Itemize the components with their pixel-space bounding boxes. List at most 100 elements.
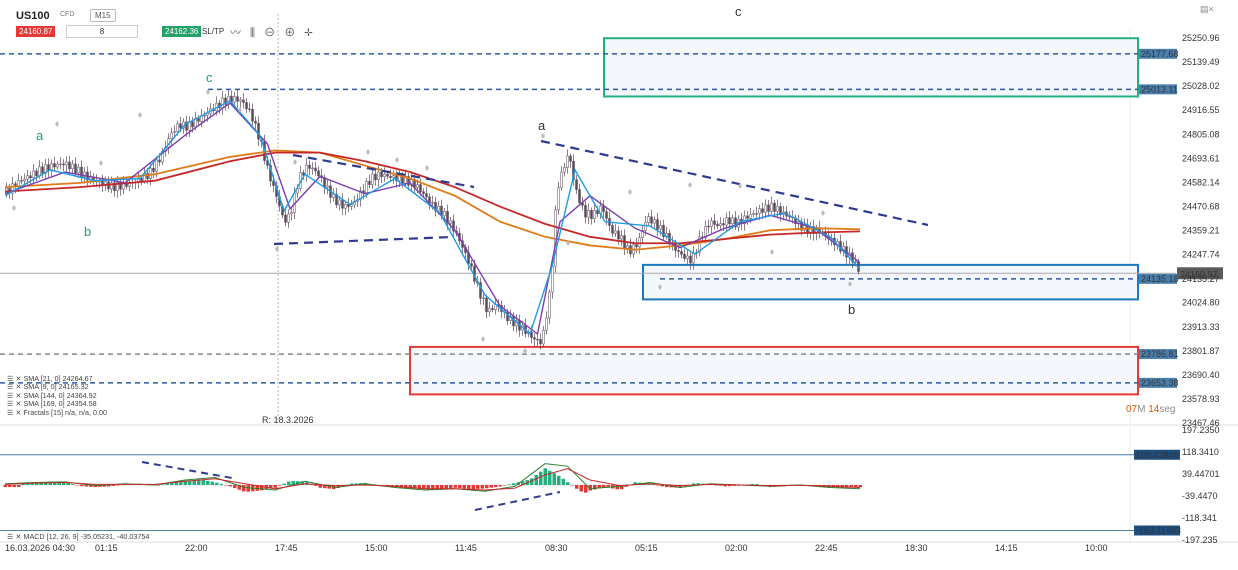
candle-body (368, 181, 371, 185)
candle-body (662, 225, 665, 237)
candle-body (560, 171, 563, 189)
sell-button[interactable]: 24160.87 (16, 26, 56, 37)
time-tick-label: 05:15 (635, 543, 658, 553)
buy-button[interactable]: 24162.36 (162, 26, 202, 37)
macd-histogram-bar (188, 480, 192, 485)
macd-histogram-bar (534, 474, 538, 485)
sma21-line[interactable] (4, 102, 861, 336)
candle-body (71, 163, 74, 169)
time-tick-label: 10:00 (1085, 543, 1108, 553)
candle-body (422, 191, 425, 194)
macd-trend-line[interactable] (141, 461, 233, 479)
zone-supply[interactable] (603, 37, 1139, 98)
timeframe-select[interactable]: M15 (90, 9, 116, 22)
zone-demand[interactable] (642, 263, 1139, 301)
candle-body (698, 236, 701, 253)
macd-histogram-bar (656, 485, 660, 486)
macd-histogram-bar (858, 485, 862, 488)
fractal-marker (738, 183, 742, 189)
candle-body (65, 161, 68, 166)
macd-histogram-bar (557, 475, 561, 485)
macd-tick-label: 197.2350 (1182, 425, 1220, 435)
candle-body (761, 208, 764, 213)
trend-line[interactable] (540, 139, 929, 227)
candle-body (74, 163, 77, 174)
macd-histogram-bar (201, 479, 205, 485)
candle-body (392, 175, 395, 178)
macd-trend-line[interactable] (474, 491, 561, 511)
macd-histogram-bar (269, 485, 273, 489)
quantity-input[interactable]: 8 (66, 25, 138, 38)
candle-body (551, 265, 554, 293)
macd-histogram-bar (300, 481, 304, 485)
macd-histogram-bar (462, 485, 466, 489)
candle-body (593, 210, 596, 219)
window-control-icon[interactable]: ▤× (1200, 4, 1214, 14)
fractal-marker (395, 157, 399, 163)
time-tick-label: 11:45 (455, 543, 477, 553)
candle-body (347, 204, 350, 207)
candle-body (170, 132, 173, 139)
zone-support[interactable] (409, 345, 1139, 396)
candle-body (374, 173, 377, 181)
legend-sma169[interactable]: ☰ ✕ SMA [169, 0] 24354.58 (7, 399, 97, 409)
fractal-marker (138, 112, 142, 118)
chart-tools-icons[interactable]: 〰 ⫼ ⊖ ⊕ ✛ (230, 27, 316, 39)
fractal-marker (688, 182, 692, 188)
candle-body (563, 167, 566, 173)
candle-body (191, 121, 194, 128)
macd-histogram-bar (237, 485, 241, 490)
macd-histogram-bar (444, 485, 448, 490)
candle-body (371, 173, 374, 185)
trend-line[interactable] (292, 153, 475, 189)
macd-legend[interactable]: ☰ ✕ MACD [12, 26, 9] -35.05231, -40.0375… (7, 532, 150, 541)
candle-body (536, 338, 539, 341)
candle-body (29, 175, 32, 179)
macd-histogram-bar (89, 485, 93, 487)
candle-body (644, 222, 647, 231)
candle-body (482, 297, 485, 300)
macd-histogram-bar (323, 485, 327, 489)
macd-histogram-bar (192, 479, 196, 485)
crosshair-date-label: R: 18.3.2026 (262, 415, 314, 425)
time-tick-label: 17:45 (275, 543, 298, 553)
macd-histogram-bar (282, 483, 286, 485)
macd-histogram-bar (318, 485, 322, 488)
macd-histogram-bar (471, 485, 475, 490)
macd-histogram-bar (417, 485, 421, 489)
time-tick-label: 15:00 (365, 543, 388, 553)
legend-fractals[interactable]: ☰ ✕ Fractals [15] n/a, n/a, 0.00 (7, 407, 107, 417)
level-label: 23786.81 (1141, 349, 1179, 359)
symbol-title[interactable]: US100 (16, 10, 50, 22)
candle-timer: 07M 14seg (1126, 404, 1176, 415)
price-tick-label: 24247.74 (1182, 250, 1220, 260)
fractal-marker (523, 348, 527, 354)
candle-body (83, 171, 86, 178)
candle-body (308, 164, 311, 169)
level-tag (1139, 377, 1177, 388)
chart-toolbar: US100 CFD M15 24160.87 8 24162.36 SL/TP … (0, 0, 1238, 40)
fractal-marker (55, 121, 59, 127)
legend-sma9[interactable]: ☰ ✕ SMA [9, 0] 24165.32 (7, 382, 89, 392)
macd-histogram-bar (453, 485, 457, 488)
candle-body (626, 245, 629, 249)
candle-body (197, 118, 200, 122)
trend-line[interactable] (273, 235, 453, 246)
indicator-legend: ☰ ✕ SMA [21, 0] 24264.67 ☰ ✕ SMA [9, 0] … (7, 374, 107, 417)
fractal-marker (628, 189, 632, 195)
macd-histogram-bar (84, 485, 88, 487)
signal-line[interactable] (4, 468, 861, 491)
sma169-line[interactable] (4, 151, 861, 245)
sltp-button[interactable]: SL/TP (202, 27, 225, 36)
macd-histogram-bar (458, 485, 462, 489)
candle-body (203, 114, 206, 117)
macd-histogram-bar (350, 483, 354, 485)
candle-body (854, 261, 857, 263)
legend-sma144[interactable]: ☰ ✕ SMA [144, 0] 24364.92 (7, 390, 97, 400)
macd-histogram-bar (849, 485, 853, 488)
level-label: 24135.18 (1141, 274, 1179, 284)
sma9-line[interactable] (4, 99, 861, 336)
legend-sma21[interactable]: ☰ ✕ SMA [21, 0] 24264.67 (7, 374, 93, 383)
macd-histogram-bar (75, 485, 79, 486)
